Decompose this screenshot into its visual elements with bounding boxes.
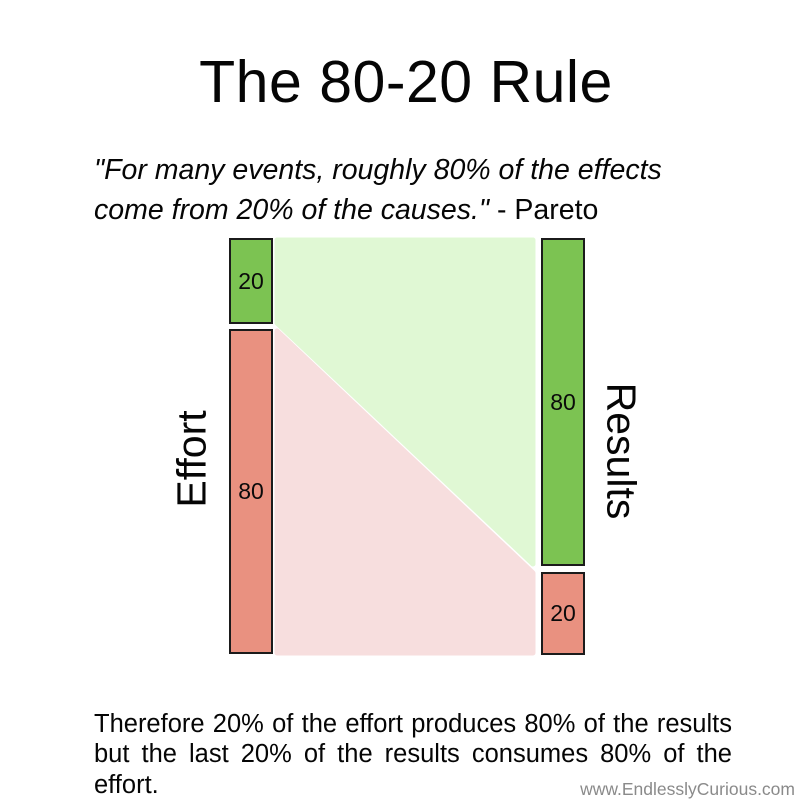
effort-bar-80-segment: 80 [229,329,273,654]
watermark-url: www.EndlesslyCurious.com [580,779,795,799]
flow-green-effort20-to-results80 [274,237,536,567]
quote-block: "For many events, roughly 80% of the eff… [94,150,754,230]
results-axis-label: Results [598,382,645,520]
results-80-value: 80 [550,388,576,415]
flow-pink-effort80-to-results20 [274,328,536,656]
results-20-value: 20 [550,600,576,626]
effort-axis-label: Effort [168,410,215,508]
quote-line1: "For many events, roughly 80% of the eff… [94,154,662,186]
quote-attribution: - Pareto [489,194,599,226]
conclusion-text: Therefore 20% of the effort produces 80%… [94,709,732,799]
effort-20-value: 20 [238,267,264,294]
results-bar-80-segment: 80 [541,238,585,566]
quote-line2: come from 20% of the causes." [94,194,490,226]
page-title: The 80-20 Rule [199,49,613,115]
results-bar-20-segment: 20 [541,572,585,655]
effort-80-value: 80 [238,478,264,504]
effort-bar-20-segment: 20 [229,238,273,324]
